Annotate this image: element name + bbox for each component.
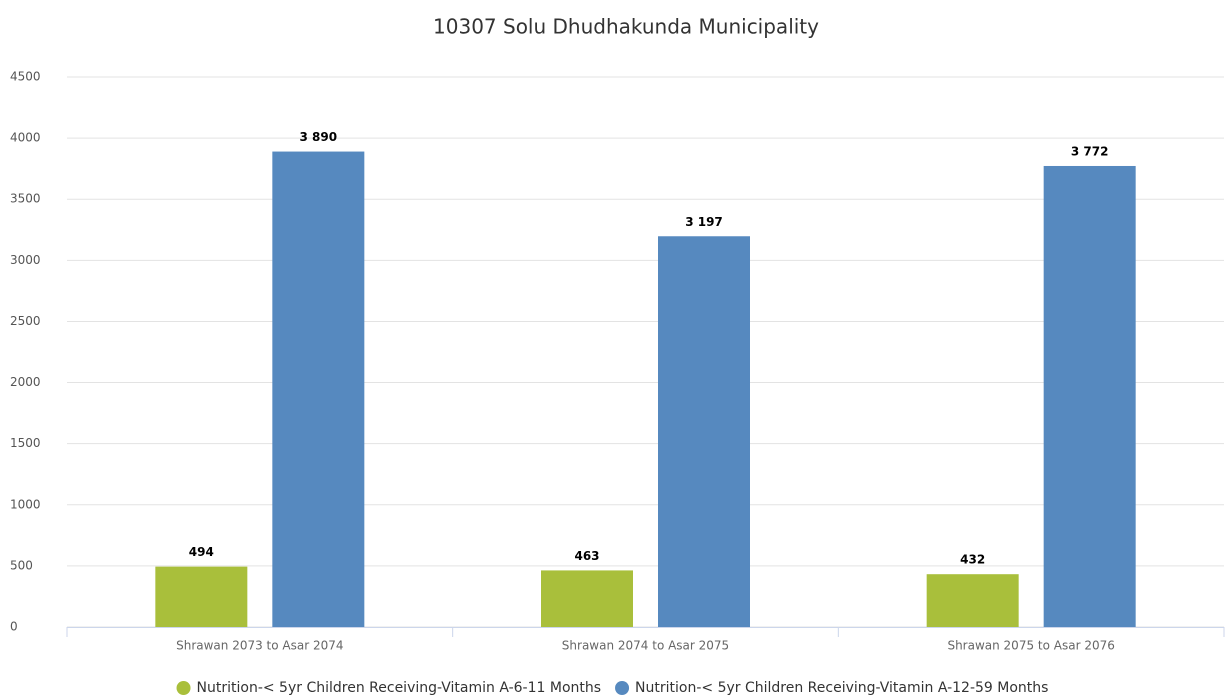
y-tick-label: 2000 bbox=[10, 375, 41, 389]
bar bbox=[155, 566, 248, 627]
legend-label: Nutrition-< 5yr Children Receiving-Vitam… bbox=[635, 680, 1048, 696]
bar bbox=[272, 151, 365, 628]
x-tick-label: Shrawan 2073 to Asar 2074 bbox=[176, 639, 343, 653]
bar bbox=[1043, 165, 1136, 627]
data-label: 432 bbox=[960, 553, 985, 567]
chart-title: 10307 Solu Dhudhakunda Municipality bbox=[433, 15, 819, 39]
y-tick-label: 4000 bbox=[10, 131, 41, 145]
y-tick-label: 0 bbox=[10, 620, 18, 634]
y-tick-label: 500 bbox=[10, 558, 33, 572]
bar bbox=[541, 570, 633, 627]
legend-marker bbox=[176, 681, 191, 695]
y-tick-label: 2500 bbox=[10, 314, 41, 328]
y-tick-label: 1000 bbox=[10, 497, 41, 511]
x-tick-label: Shrawan 2075 to Asar 2076 bbox=[947, 639, 1114, 653]
legend-label: Nutrition-< 5yr Children Receiving-Vitam… bbox=[197, 680, 602, 696]
data-label: 3 890 bbox=[300, 130, 338, 144]
y-tick-label: 4500 bbox=[10, 70, 41, 84]
x-tick-label: Shrawan 2074 to Asar 2075 bbox=[562, 639, 729, 653]
bar bbox=[658, 236, 750, 627]
data-label: 463 bbox=[574, 549, 599, 563]
bar bbox=[926, 574, 1019, 627]
y-tick-label: 1500 bbox=[10, 436, 41, 450]
data-label: 3 772 bbox=[1071, 144, 1109, 158]
y-tick-label: 3000 bbox=[10, 253, 41, 267]
y-tick-label: 3500 bbox=[10, 192, 41, 206]
data-label: 494 bbox=[189, 545, 214, 559]
data-label: 3 197 bbox=[685, 215, 723, 229]
legend-marker bbox=[615, 681, 630, 695]
